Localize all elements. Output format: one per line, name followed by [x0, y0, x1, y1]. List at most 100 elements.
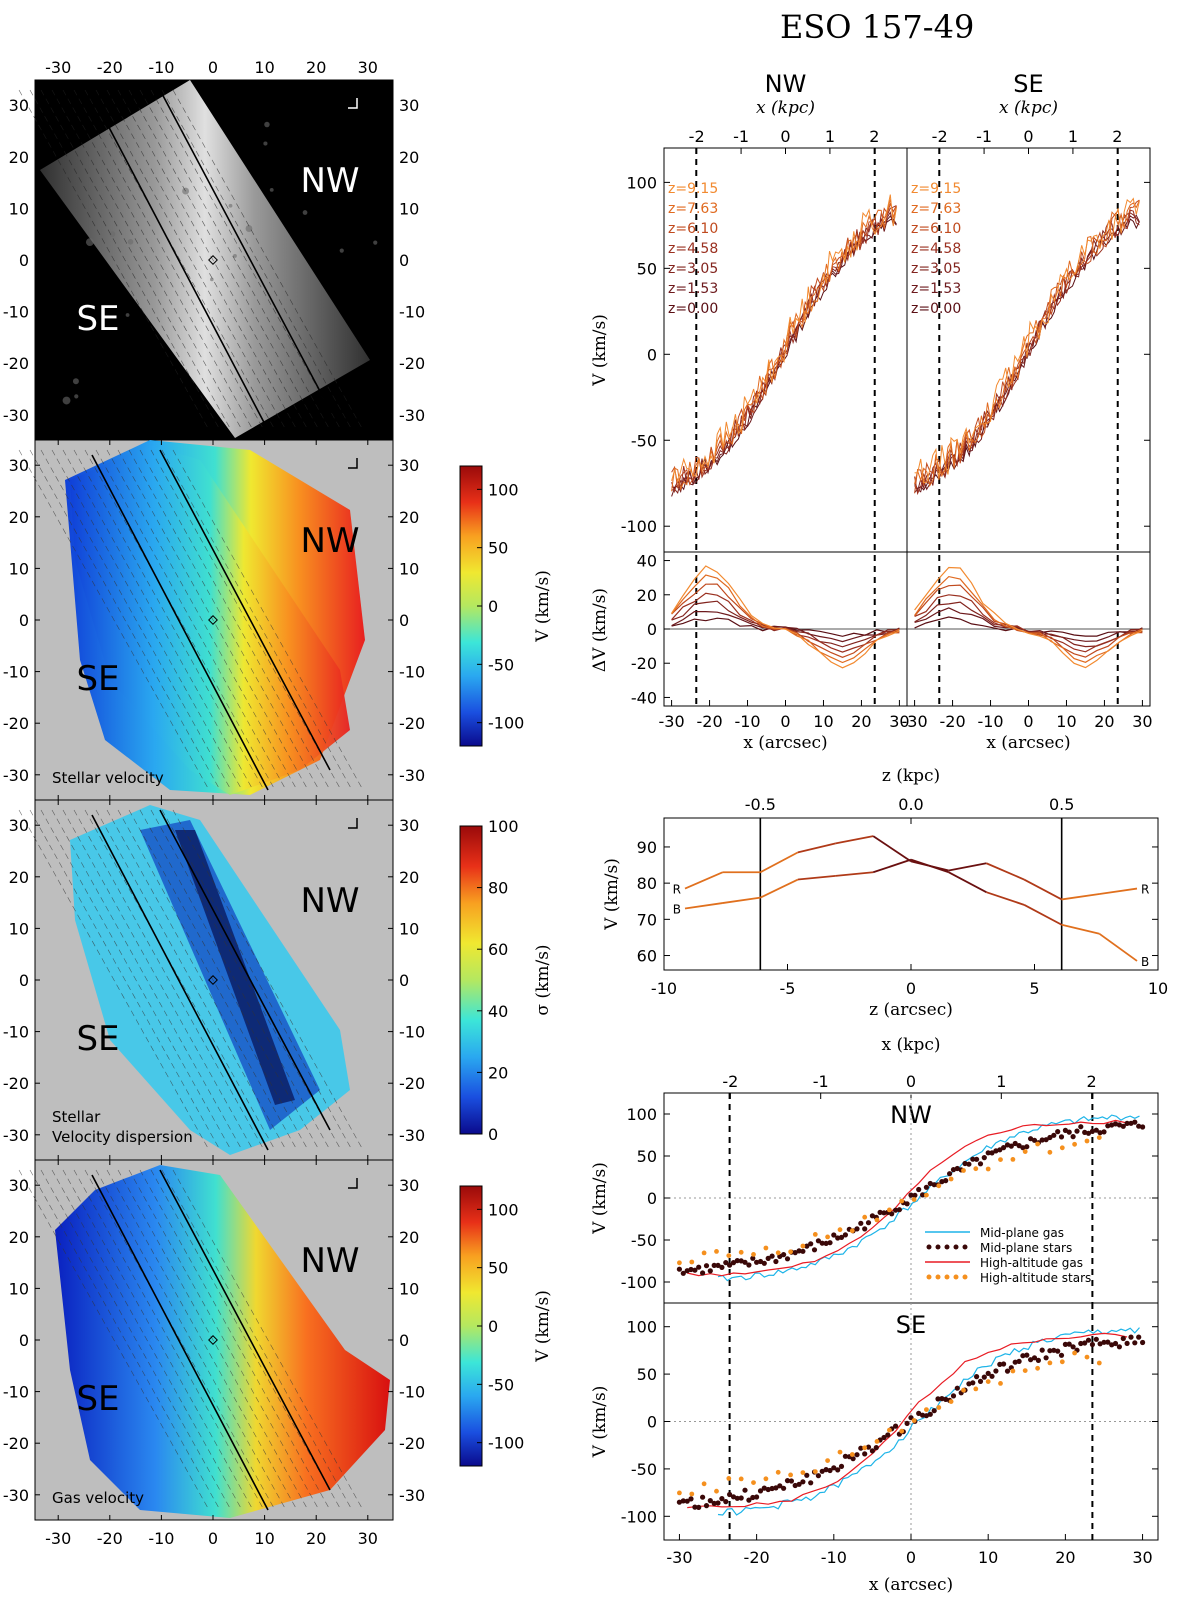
mid-plane-star-point — [746, 1262, 752, 1268]
dashed-slit — [161, 89, 353, 431]
dashed-slit — [51, 809, 243, 1151]
mid-plane-star-point — [1066, 1341, 1072, 1347]
y-tick-label: 90 — [637, 838, 657, 857]
mid-plane-star-point — [692, 1504, 698, 1510]
high-altitude-gas-line — [687, 1119, 1128, 1277]
high-altitude-star-point — [788, 1472, 793, 1478]
high-altitude-star-point — [874, 1439, 880, 1444]
y-tick-label-right: 20 — [399, 868, 419, 887]
mid-plane-gas-line — [717, 1327, 1140, 1516]
high-altitude-star-point — [689, 1259, 695, 1265]
bottom-x-tick-label: 30 — [358, 1529, 378, 1548]
mid-plane-star-point — [1112, 1340, 1119, 1347]
mid-plane-star-point — [970, 1156, 976, 1162]
y-tick-label: 20 — [9, 508, 29, 527]
top-tick-label: 2 — [1112, 127, 1122, 146]
high-altitude-star-point — [726, 1476, 732, 1481]
vh-xlabel: z (arcsec) — [869, 1000, 953, 1020]
mid-plane-star-point — [1085, 1337, 1092, 1343]
dashed-slit — [128, 809, 320, 1151]
dashed-slit — [29, 89, 221, 431]
dashed-slit — [51, 1169, 243, 1511]
galaxy-light — [40, 80, 370, 438]
high-altitude-star-point — [1010, 1157, 1016, 1162]
y-tick-label: -100 — [621, 517, 657, 536]
slit-lines — [18, 1169, 364, 1511]
dashed-slit — [18, 1169, 210, 1511]
rotation-curve-z6 — [914, 197, 1140, 484]
dashed-slit — [106, 449, 298, 791]
y-tick-label: 0 — [647, 1413, 657, 1432]
x-tick-label: 0 — [780, 712, 790, 731]
high-altitude-star-point — [1096, 1360, 1102, 1366]
y-tick-label: 0 — [647, 1189, 657, 1208]
slit-boundary — [91, 814, 269, 1151]
panel-caption-line2: Velocity dispersion — [52, 1128, 193, 1146]
mid-plane-star-point — [947, 1171, 953, 1177]
top-tick-label: 1 — [825, 127, 835, 146]
high-altitude-star-point — [800, 1243, 806, 1249]
residual-curve-z4 — [914, 584, 1143, 658]
corner-mark — [348, 1178, 358, 1189]
x-tick-label: 30 — [1132, 1548, 1152, 1567]
mid-plane-star-point — [893, 1423, 899, 1429]
dashed-slit — [29, 1169, 221, 1511]
dashed-slit — [172, 449, 364, 791]
series-B-segment — [684, 902, 723, 910]
mid-plane-star-point — [885, 1432, 891, 1438]
y-tick-label: 10 — [9, 1279, 29, 1298]
y-tick-label: 10 — [9, 199, 29, 218]
dashed-slit — [161, 1169, 353, 1511]
y-tick-label-right: -20 — [399, 714, 425, 733]
mid-plane-star-point — [754, 1259, 760, 1265]
x-tick-label: -10 — [977, 712, 1003, 731]
mid-plane-star-point — [1039, 1347, 1045, 1353]
high-altitude-star-point — [1010, 1368, 1016, 1374]
mid-plane-star-point — [1051, 1347, 1057, 1353]
high-altitude-star-point — [763, 1476, 769, 1482]
mid-plane-star-point — [923, 1413, 930, 1419]
y-tick-label-right: -30 — [399, 406, 425, 425]
mid-plane-star-point — [765, 1255, 771, 1261]
dashed-slit — [161, 449, 353, 791]
dashed-slit — [106, 809, 298, 1151]
bottom-x-tick-label: 10 — [254, 1529, 274, 1548]
y-tick-label: 0 — [647, 620, 657, 639]
mid-plane-star-point — [1078, 1124, 1084, 1130]
high-altitude-star-point — [998, 1157, 1003, 1162]
mid-plane-star-point — [742, 1487, 748, 1493]
z-level-label: z=9.15 — [911, 181, 961, 197]
z-level-label: z=0.00 — [668, 301, 718, 317]
mid-plane-star-point — [742, 1259, 748, 1265]
high-altitude-star-point — [751, 1252, 756, 1257]
mid-plane-star-point — [727, 1262, 733, 1268]
y-tick-label: -20 — [3, 1074, 29, 1093]
mid-plane-star-point — [784, 1478, 791, 1484]
y-tick-label-right: -20 — [399, 1074, 425, 1093]
high-altitude-star-point — [1072, 1350, 1077, 1356]
mid-plane-star-point — [700, 1270, 706, 1276]
high-altitude-star-point — [849, 1452, 855, 1457]
mid-plane-star-point — [734, 1258, 740, 1264]
y-tick-label: 30 — [9, 96, 29, 115]
top-tick-label: -2 — [722, 1072, 738, 1091]
dashed-slit — [40, 449, 232, 791]
mid-plane-star-point — [935, 1396, 941, 1402]
z-level-label: z=6.10 — [668, 221, 718, 237]
mid-plane-star-point — [977, 1161, 984, 1167]
high-altitude-star-point — [1059, 1359, 1065, 1365]
legend-dot — [953, 1244, 959, 1250]
mid-plane-star-point — [792, 1250, 798, 1256]
high-altitude-star-point — [1022, 1368, 1028, 1373]
dashed-slit — [128, 449, 320, 791]
mid-plane-star-point — [1031, 1137, 1038, 1143]
mid-plane-star-point — [1031, 1355, 1038, 1361]
high-altitude-star-point — [998, 1381, 1003, 1386]
mid-plane-star-point — [1101, 1129, 1107, 1135]
residual-curve-z5 — [671, 574, 900, 664]
dashed-slit — [29, 449, 221, 791]
mid-plane-star-point — [838, 1234, 845, 1240]
dashed-slit — [95, 809, 287, 1151]
x-tick-label: 10 — [978, 1548, 998, 1567]
mid-plane-star-point — [1012, 1140, 1018, 1147]
